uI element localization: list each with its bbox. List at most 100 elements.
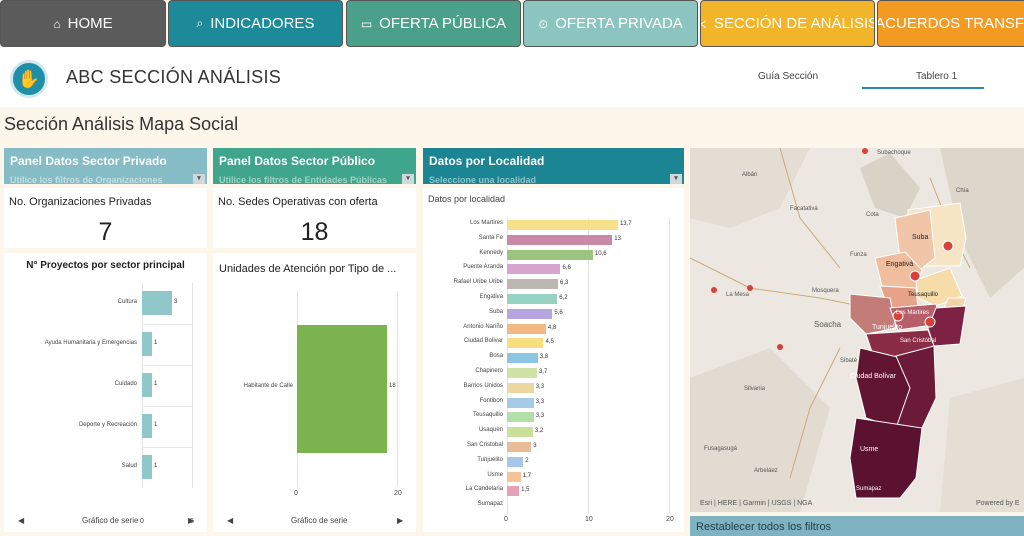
chevron-left-icon[interactable]: ◀ (227, 516, 234, 525)
category-label: Engativa (479, 294, 503, 300)
map-label: Chía (956, 188, 969, 194)
section-title: Sección Análisis Mapa Social (4, 114, 239, 134)
value-label: 3 (533, 443, 537, 449)
category-label: Usaquen (478, 427, 503, 434)
map-label: Usme (860, 446, 879, 453)
bar (507, 294, 558, 304)
tab-guia-seccion[interactable]: Guía Sección (758, 71, 819, 82)
bar (142, 291, 172, 315)
bar (507, 456, 524, 467)
map-label: Soacha (814, 320, 842, 329)
map-label: Facatativá (790, 206, 818, 212)
share-icon: ≺ (701, 17, 707, 31)
tick-label: 0 (294, 490, 298, 497)
nav-indicadores[interactable]: ⌕ INDICADORES (168, 0, 343, 47)
grid-line (142, 324, 192, 325)
map-canvas[interactable] (690, 148, 1024, 512)
category-label: Habitante de Calle (243, 383, 293, 389)
panel-datos-localidad[interactable]: Datos por Localidad Seleccione una local… (423, 148, 684, 184)
chevron-left-icon[interactable]: ◀ (18, 516, 25, 525)
nav-sección-de-análisis[interactable]: ≺ SECCIÓN DE ANÁLISIS (700, 0, 875, 47)
map-label: Cota (866, 212, 879, 218)
map-label: Silvania (744, 386, 766, 392)
category-label: Tunjuelito (477, 456, 503, 463)
tick-label: 0 (140, 518, 144, 525)
value-label: 4,5 (545, 339, 554, 346)
value-label: 3,2 (534, 428, 544, 435)
category-label: Usme (487, 471, 503, 478)
grid-line (192, 283, 193, 488)
chart-unidades-atencion: Unidades de Atención por Tipo de ... Hab… (213, 253, 416, 532)
bar (507, 397, 534, 408)
grid-line (397, 291, 398, 487)
nav-home[interactable]: ⌂ HOME (0, 0, 166, 47)
bar (507, 427, 533, 438)
app-title: ABC SECCIÓN ANÁLISIS (66, 67, 282, 87)
map-label: Fusagasugá (704, 446, 738, 452)
bar (297, 325, 387, 453)
panel-sector-privado[interactable]: Panel Datos Sector Privado Utilice los f… (4, 148, 207, 184)
bar (507, 220, 618, 230)
category-label: La Candelaria (465, 486, 503, 493)
kpi-label: No. Organizaciones Privadas (9, 196, 152, 208)
reset-filters-button[interactable]: Restablecer todos los filtros (690, 516, 1024, 536)
category-label: Teusaquillo (472, 412, 503, 419)
value-label: 3,3 (535, 398, 545, 405)
app-header: ✋ ABC SECCIÓN ANÁLISIS Guía Sección Tabl… (0, 47, 1024, 107)
bar (507, 249, 593, 260)
nav-oferta-privada[interactable]: ⊙ OFERTA PRIVADA (523, 0, 698, 47)
value-label: 1 (154, 381, 158, 387)
category-label: Rafael Uribe Uribe (453, 279, 503, 286)
nav-acuerdos-transfor[interactable]: ★ACUERDOS TRANSFOR (877, 0, 1024, 47)
category-label: Cuidado (114, 381, 137, 387)
map-label: Sibaté (840, 358, 858, 364)
chevron-down-icon[interactable]: ▾ (402, 174, 414, 184)
tab-tablero-1[interactable]: Tablero 1 (916, 71, 958, 82)
value-label: 1 (154, 463, 158, 469)
location-pin-icon: ⊙ (538, 16, 549, 31)
map-label: Engativá (886, 261, 914, 268)
value-label: 6,3 (560, 280, 569, 287)
search-icon: ⌕ (196, 16, 204, 30)
panel-title: Panel Datos Sector Privado (10, 154, 167, 168)
value-label: 18 (389, 383, 396, 389)
home-icon: ⌂ (53, 16, 61, 31)
map-view[interactable]: Subachoque Albán Facatativá Funza La Mes… (690, 148, 1024, 512)
map-label: Tunjuelito (872, 324, 903, 331)
nav-label: SECCIÓN DE ANÁLISIS (713, 15, 875, 32)
category-label: Los Martires (469, 220, 503, 226)
category-label: Santa Fe (478, 234, 503, 241)
grid-line (142, 447, 192, 448)
map-label: San Cristóbal (900, 338, 937, 344)
map-label: Los Mártires (896, 310, 930, 316)
nav-label: HOME (67, 15, 113, 32)
kpi-sedes-operativas: No. Sedes Operativas con oferta 18 (213, 188, 416, 248)
chevron-right-icon[interactable]: ▶ (188, 516, 195, 525)
category-label: Puente Aranda (463, 264, 503, 271)
value-label: 3,8 (539, 354, 549, 361)
chevron-right-icon[interactable]: ▶ (397, 516, 404, 525)
bar (507, 353, 538, 364)
map-label: Arbeláez (754, 468, 778, 474)
map-label: Subachoque (877, 150, 911, 156)
map-label: Suba (912, 234, 929, 241)
nav-oferta-pública[interactable]: ▭ OFERTA PÚBLICA (346, 0, 521, 47)
category-label: Antonio Nariño (463, 323, 503, 330)
chart-datos-localidad: Datos por localidad Los Martires 13,7 Sant… (423, 188, 684, 532)
grid-line (142, 365, 192, 366)
category-label: Kennedy (479, 249, 503, 256)
map-label: Teusaquillo (908, 292, 939, 298)
grid-line (669, 218, 670, 514)
panel-subtitle: Seleccione una localidad (429, 175, 537, 184)
bar (507, 442, 532, 452)
panel-sector-publico[interactable]: Panel Datos Sector Público Utilice los f… (213, 148, 416, 184)
category-label: Salud (121, 463, 137, 469)
map-label: Albán (742, 172, 758, 178)
chart-proyectos-sector: N° Proyectos por sector principal Cultur… (4, 253, 207, 532)
value-label: 13 (614, 235, 621, 242)
bar (507, 412, 534, 423)
value-label: 3,3 (535, 413, 545, 420)
chevron-down-icon[interactable]: ▾ (670, 174, 682, 184)
chart-footer: Gráfico de serie (291, 516, 348, 525)
chevron-down-icon[interactable]: ▾ (193, 174, 205, 184)
